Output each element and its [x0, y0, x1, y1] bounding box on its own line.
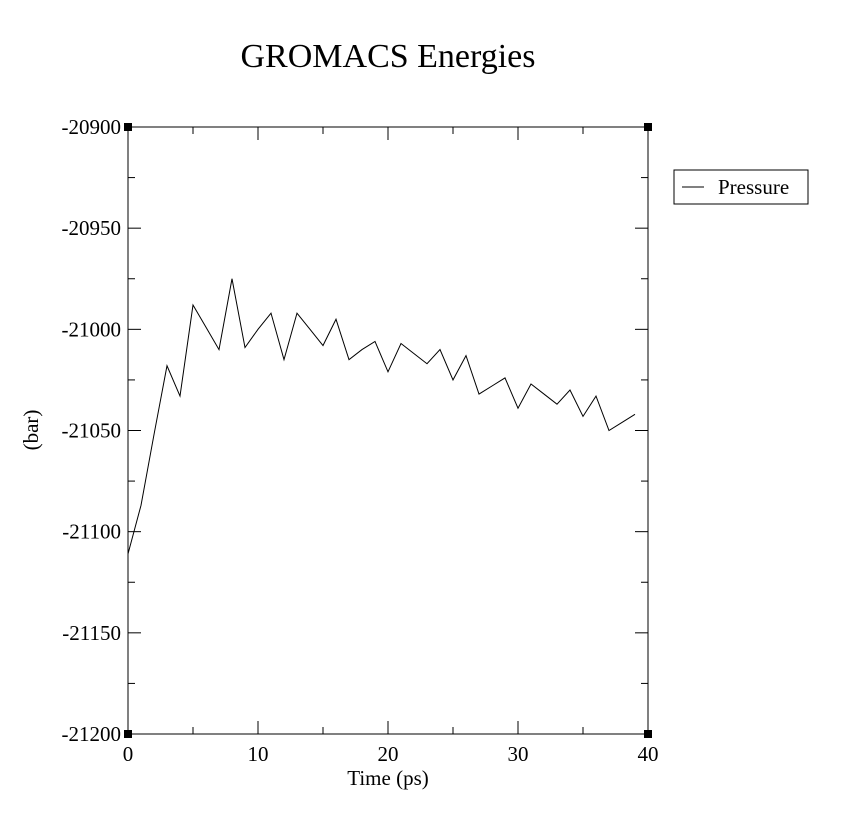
y-tick-label: -21050 [62, 419, 122, 443]
x-tick-label: 10 [248, 742, 269, 766]
axis-ticks [127, 126, 649, 735]
x-tick-label: 40 [638, 742, 659, 766]
x-tick-label: 0 [123, 742, 134, 766]
tick-labels: 0 10 20 30 40 -21200 -21150 -21100 -21050 -21000 -… [62, 115, 659, 766]
plot-border [127, 126, 649, 735]
x-tick-label: 20 [378, 742, 399, 766]
y-tick-label: -20900 [62, 115, 122, 139]
y-tick-label: -21100 [62, 520, 121, 544]
legend-label-pressure: Pressure [718, 175, 789, 199]
y-axis-label: (bar) [19, 410, 43, 451]
x-tick-label: 30 [508, 742, 529, 766]
y-tick-label: -20950 [62, 216, 122, 240]
series-line-pressure [127, 278, 636, 555]
x-axis-label: Time (ps) [347, 766, 429, 790]
legend: Pressure [673, 169, 809, 205]
y-tick-label: -21150 [62, 621, 121, 645]
series-layer [127, 278, 636, 555]
legend-box [673, 169, 809, 205]
y-tick-label: -21000 [62, 317, 122, 341]
y-tick-label: -21200 [62, 722, 122, 746]
chart-title: GROMACS Energies [241, 38, 536, 75]
plot-frame [124, 123, 652, 738]
